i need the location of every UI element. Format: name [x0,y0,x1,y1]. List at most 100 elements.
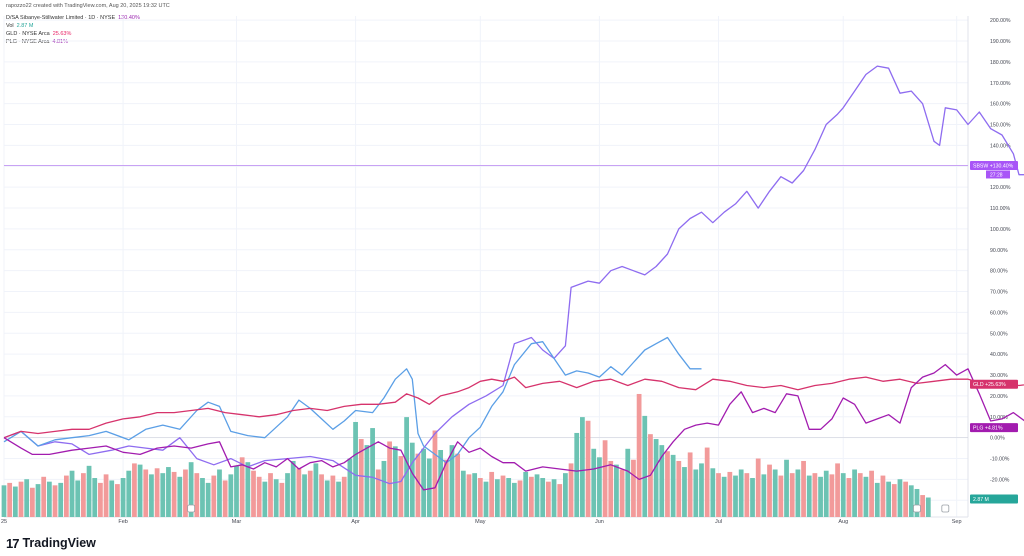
volume-bar [795,469,801,517]
volume-bar [18,481,24,517]
legend-label: Vol [6,23,14,29]
volume-bar [801,460,806,517]
price-label-bg [970,423,1018,433]
volume-bar [682,467,687,517]
volume-bar [693,469,699,517]
volume-bar [302,474,307,517]
volume-bar [908,485,914,517]
volume-bar [733,475,738,517]
x-tick-label: Sep [952,519,962,525]
volume-bar [109,480,115,517]
y-tick-label: 100.00% [990,227,1011,233]
series-line-sbsw [3,65,1024,485]
volume-bar [511,482,517,517]
volume-bar [188,462,194,517]
volume-bar [92,478,98,517]
volume-bar [704,447,710,517]
volume-bar [738,469,744,517]
volume-bar [784,459,789,517]
volume-bar [387,441,392,517]
volume-bar [755,458,761,517]
volume-bar [183,469,188,517]
series-line-gld [3,376,1024,439]
volume-bar [115,484,120,517]
volume-bar [580,417,585,517]
volume-bar [489,471,495,517]
volume-bar [744,473,750,517]
volume-bar [443,459,449,517]
volume-bar [69,470,75,517]
volume-bar [534,474,540,517]
price-label-gld: GLD +25.63% [970,379,1018,389]
volume-bar [676,460,682,517]
series-line-sbsw-alt [3,336,702,464]
volume-bar [874,482,880,517]
legend-value: 4.81% [52,39,69,45]
y-tick-label: 20.00% [990,394,1008,400]
legend-value: 2.87 M [16,23,34,29]
volume-bar [636,393,642,517]
volume-bar [750,478,755,517]
price-label-text: PLG +4.81% [973,426,1003,432]
volume-bar [245,462,251,517]
tradingview-logo[interactable]: 17 TradingView [6,534,96,552]
volume-bar [132,463,137,517]
volume-bar [370,428,375,517]
volume-bar [262,481,268,517]
volume-bar [251,470,256,517]
volume-bar [171,471,177,517]
volume-bar [886,481,891,517]
volume-bar [58,482,64,517]
x-tick-label: 25 [1,519,7,525]
legend-row-gld[interactable]: GLD · NYSE Arca 25.63% [6,30,140,38]
volume-bar [432,430,438,517]
price-label-bg [970,494,1018,504]
volume-bar [568,463,574,517]
volume-bar [421,448,427,517]
volume-bar [574,432,580,517]
volume-bar [545,481,551,517]
x-tick-label: Apr [351,519,360,525]
volume-bar [477,478,483,517]
volume-bar [29,487,35,517]
volume-bar [336,481,341,517]
legend-value: 130.40% [118,15,140,21]
volume-bar [409,442,415,517]
volume-bar [897,479,903,517]
volume-bar [239,457,245,517]
legend-row-sbsw[interactable]: D/SA Sibanye-Stillwater Limited · 1D · N… [6,14,140,22]
y-tick-label: 50.00% [990,331,1008,337]
volume-bar [177,476,183,517]
legend-row-vol[interactable]: Vol 2.87 M [6,22,140,30]
legend-row-plg[interactable]: PLG · NYSE Arca 4.81% [6,38,140,46]
y-tick-label: 60.00% [990,310,1008,316]
volume-bar [716,473,721,517]
volume-bar [699,463,704,517]
volume-bar [466,474,472,517]
price-label-plg: PLG +4.81% [970,423,1018,433]
series-line-plg [3,363,1024,491]
volume-bar [398,456,404,517]
volume-bar [307,470,313,517]
y-tick-label: 0.00% [990,436,1005,442]
volume-bar [659,445,665,517]
y-tick-label: 90.00% [990,248,1008,254]
y-tick-label: 200.00% [990,18,1011,24]
volume-bar [540,478,546,517]
volume-bar [727,471,733,517]
volume-bar [353,421,358,517]
volume-bar [330,475,336,517]
x-tick-label: Feb [118,519,127,525]
volume-bar [494,479,500,517]
y-tick-label: 160.00% [990,102,1011,108]
volume-bar [506,478,512,517]
price-label-sub-text: 27:28 [990,172,1003,178]
volume-bar [449,445,455,517]
price-label-sub-bg [986,170,1010,179]
volume-bar [625,448,631,517]
volume-bar [290,460,296,517]
volume-bar [880,475,886,517]
volume-bar [194,473,200,517]
volume-bar [415,453,421,517]
